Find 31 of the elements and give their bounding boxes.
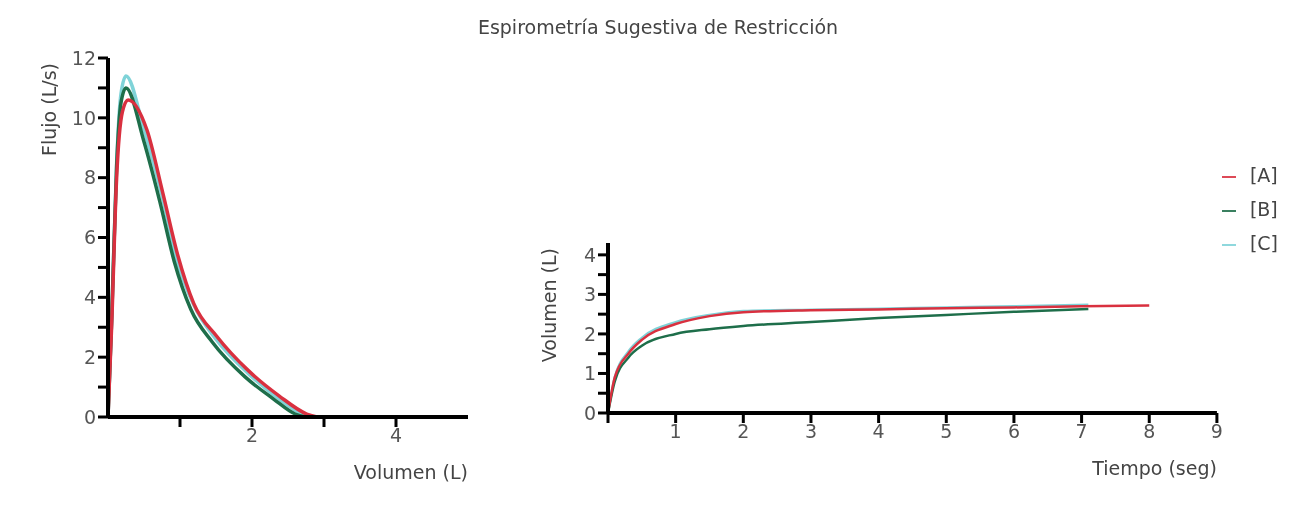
chart-title: Espirometría Sugestiva de Restricción (476, 16, 840, 38)
x-axis-title: Volumen (L) (353, 461, 468, 483)
x-tick-label: 9 (1210, 420, 1223, 443)
y-tick-label: 1 (583, 362, 596, 385)
y-tick-label: 2 (83, 345, 96, 368)
y-tick-label: 0 (583, 401, 596, 424)
x-tick-label: 2 (245, 424, 259, 447)
y-tick-label: 2 (583, 322, 596, 345)
y-axis-title: Flujo (L/s) (38, 63, 61, 156)
legend-label: [C] (1249, 232, 1278, 254)
y-tick-label: 10 (71, 106, 96, 129)
y-tick-label: 12 (71, 46, 96, 69)
x-axis-title: Tiempo (seg) (1091, 457, 1217, 479)
x-tick-label: 4 (872, 420, 885, 443)
y-tick-label: 4 (83, 286, 96, 309)
legend-label: [B] (1249, 198, 1278, 220)
y-tick-label: 4 (583, 243, 596, 266)
x-tick-label: 2 (737, 420, 750, 443)
x-tick-label: 1 (669, 420, 682, 443)
x-tick-label: 3 (804, 420, 818, 443)
y-tick-label: 3 (583, 283, 596, 306)
y-tick-label: 8 (83, 166, 96, 189)
y-axis-title: Volumen (L) (538, 248, 561, 363)
x-tick-label: 4 (389, 424, 403, 447)
x-tick-label: 7 (1075, 420, 1088, 443)
legend-label: [A] (1249, 164, 1278, 186)
y-tick-label: 6 (83, 226, 96, 249)
x-tick-label: 5 (940, 420, 953, 443)
x-tick-label: 8 (1143, 420, 1156, 443)
y-tick-label: 0 (83, 405, 96, 428)
x-tick-label: 6 (1007, 420, 1020, 443)
